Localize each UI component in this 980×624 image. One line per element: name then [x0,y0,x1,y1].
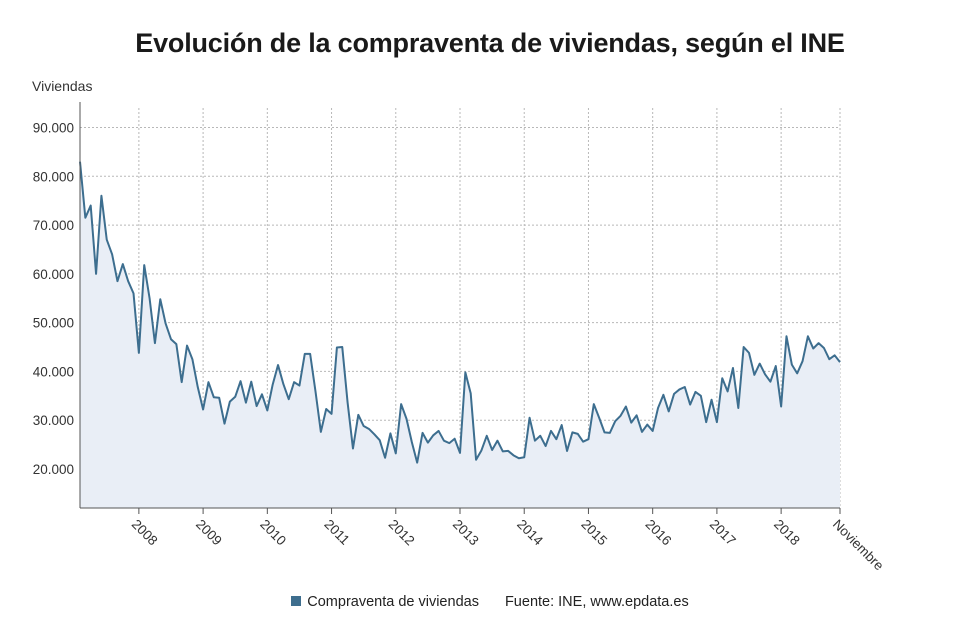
axes [79,102,841,514]
x-tick-label: 2010 [257,517,289,549]
x-tick-label: 2018 [771,517,803,549]
y-tick-label: 90.000 [33,121,74,136]
x-tick-label: 2013 [450,517,482,549]
y-tick-label: 60.000 [33,267,74,282]
x-tick-label: 2008 [129,517,161,549]
y-tick-label: 20.000 [33,462,74,477]
legend-swatch [291,596,302,606]
x-tick-label: 2016 [643,517,675,549]
y-tick-labels: 20.000 30.000 40.000 50.000 60.000 70.000 80.0… [33,121,74,477]
x-tick-label: 2015 [578,517,610,549]
legend: Compraventa de viviendas Fuente: INE, www… [0,594,980,610]
source-note: Fuente: INE, www.epdata.es [504,594,689,610]
y-tick-label: 40.000 [33,364,74,379]
y-tick-label: 80.000 [33,169,74,184]
x-tick-label: 2017 [707,517,739,549]
y-tick-label: 30.000 [33,413,74,428]
x-tick-label: 2014 [514,517,546,549]
x-tick-label: Noviembre [830,517,887,574]
x-tick-label: 2012 [386,517,418,549]
legend-series-label: Compraventa de viviendas [307,594,479,610]
x-tick-label: 2009 [193,517,225,549]
x-tick-label: 2011 [321,517,352,548]
series-line [79,161,841,464]
series-area [80,161,840,508]
y-axis-label: Viviendas [32,78,93,94]
y-tick-label: 50.000 [33,316,74,331]
x-tick-labels: 2008 2009 2010 2011 2012 2013 2014 2015 2016 2017… [129,517,887,574]
y-tick-label: 70.000 [33,218,74,233]
chart-title: Evolución de la compraventa de viviendas… [135,28,845,58]
